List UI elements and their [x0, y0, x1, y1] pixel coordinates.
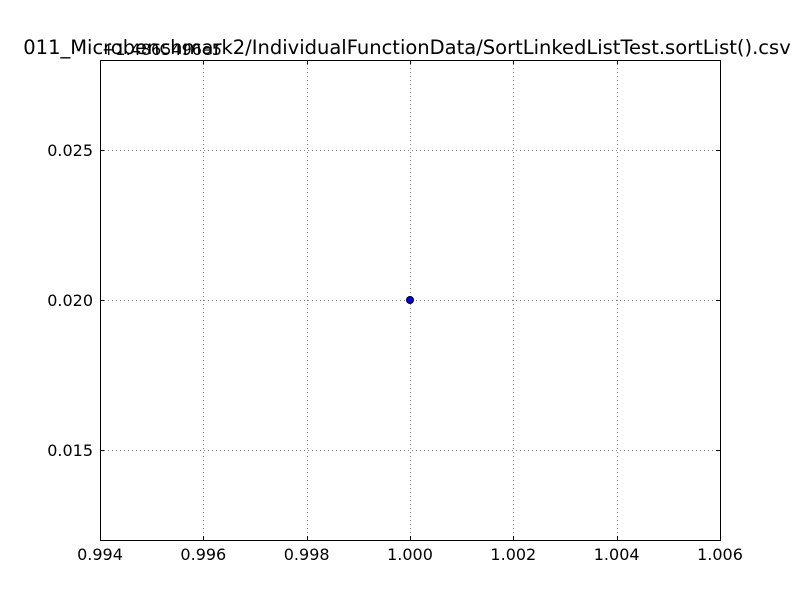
x-tick-label: 1.006: [697, 545, 743, 564]
y-axis-offset-label: +1.4865496e5: [102, 40, 222, 59]
y-tick-label: 0.015: [47, 441, 93, 460]
x-tick-label: 0.994: [77, 545, 123, 564]
x-tick-label: 1.000: [387, 545, 433, 564]
data-points: [406, 296, 414, 304]
tick-labels: 0.994 0.996 0.998 1.000 1.002 1.004 1.006 0.015…: [47, 141, 743, 564]
plot-area-frame: [100, 60, 721, 541]
x-tick-label: 0.998: [284, 545, 330, 564]
y-tick-label: 0.020: [47, 291, 93, 310]
x-tick-label: 1.004: [594, 545, 640, 564]
scatter-point: [406, 296, 414, 304]
y-tick-label: 0.025: [47, 141, 93, 160]
x-tick-label: 0.996: [180, 545, 226, 564]
x-tick-label: 1.002: [490, 545, 536, 564]
chart-title: 011_Microbenchmark2/IndividualFunctionDa…: [23, 36, 790, 59]
